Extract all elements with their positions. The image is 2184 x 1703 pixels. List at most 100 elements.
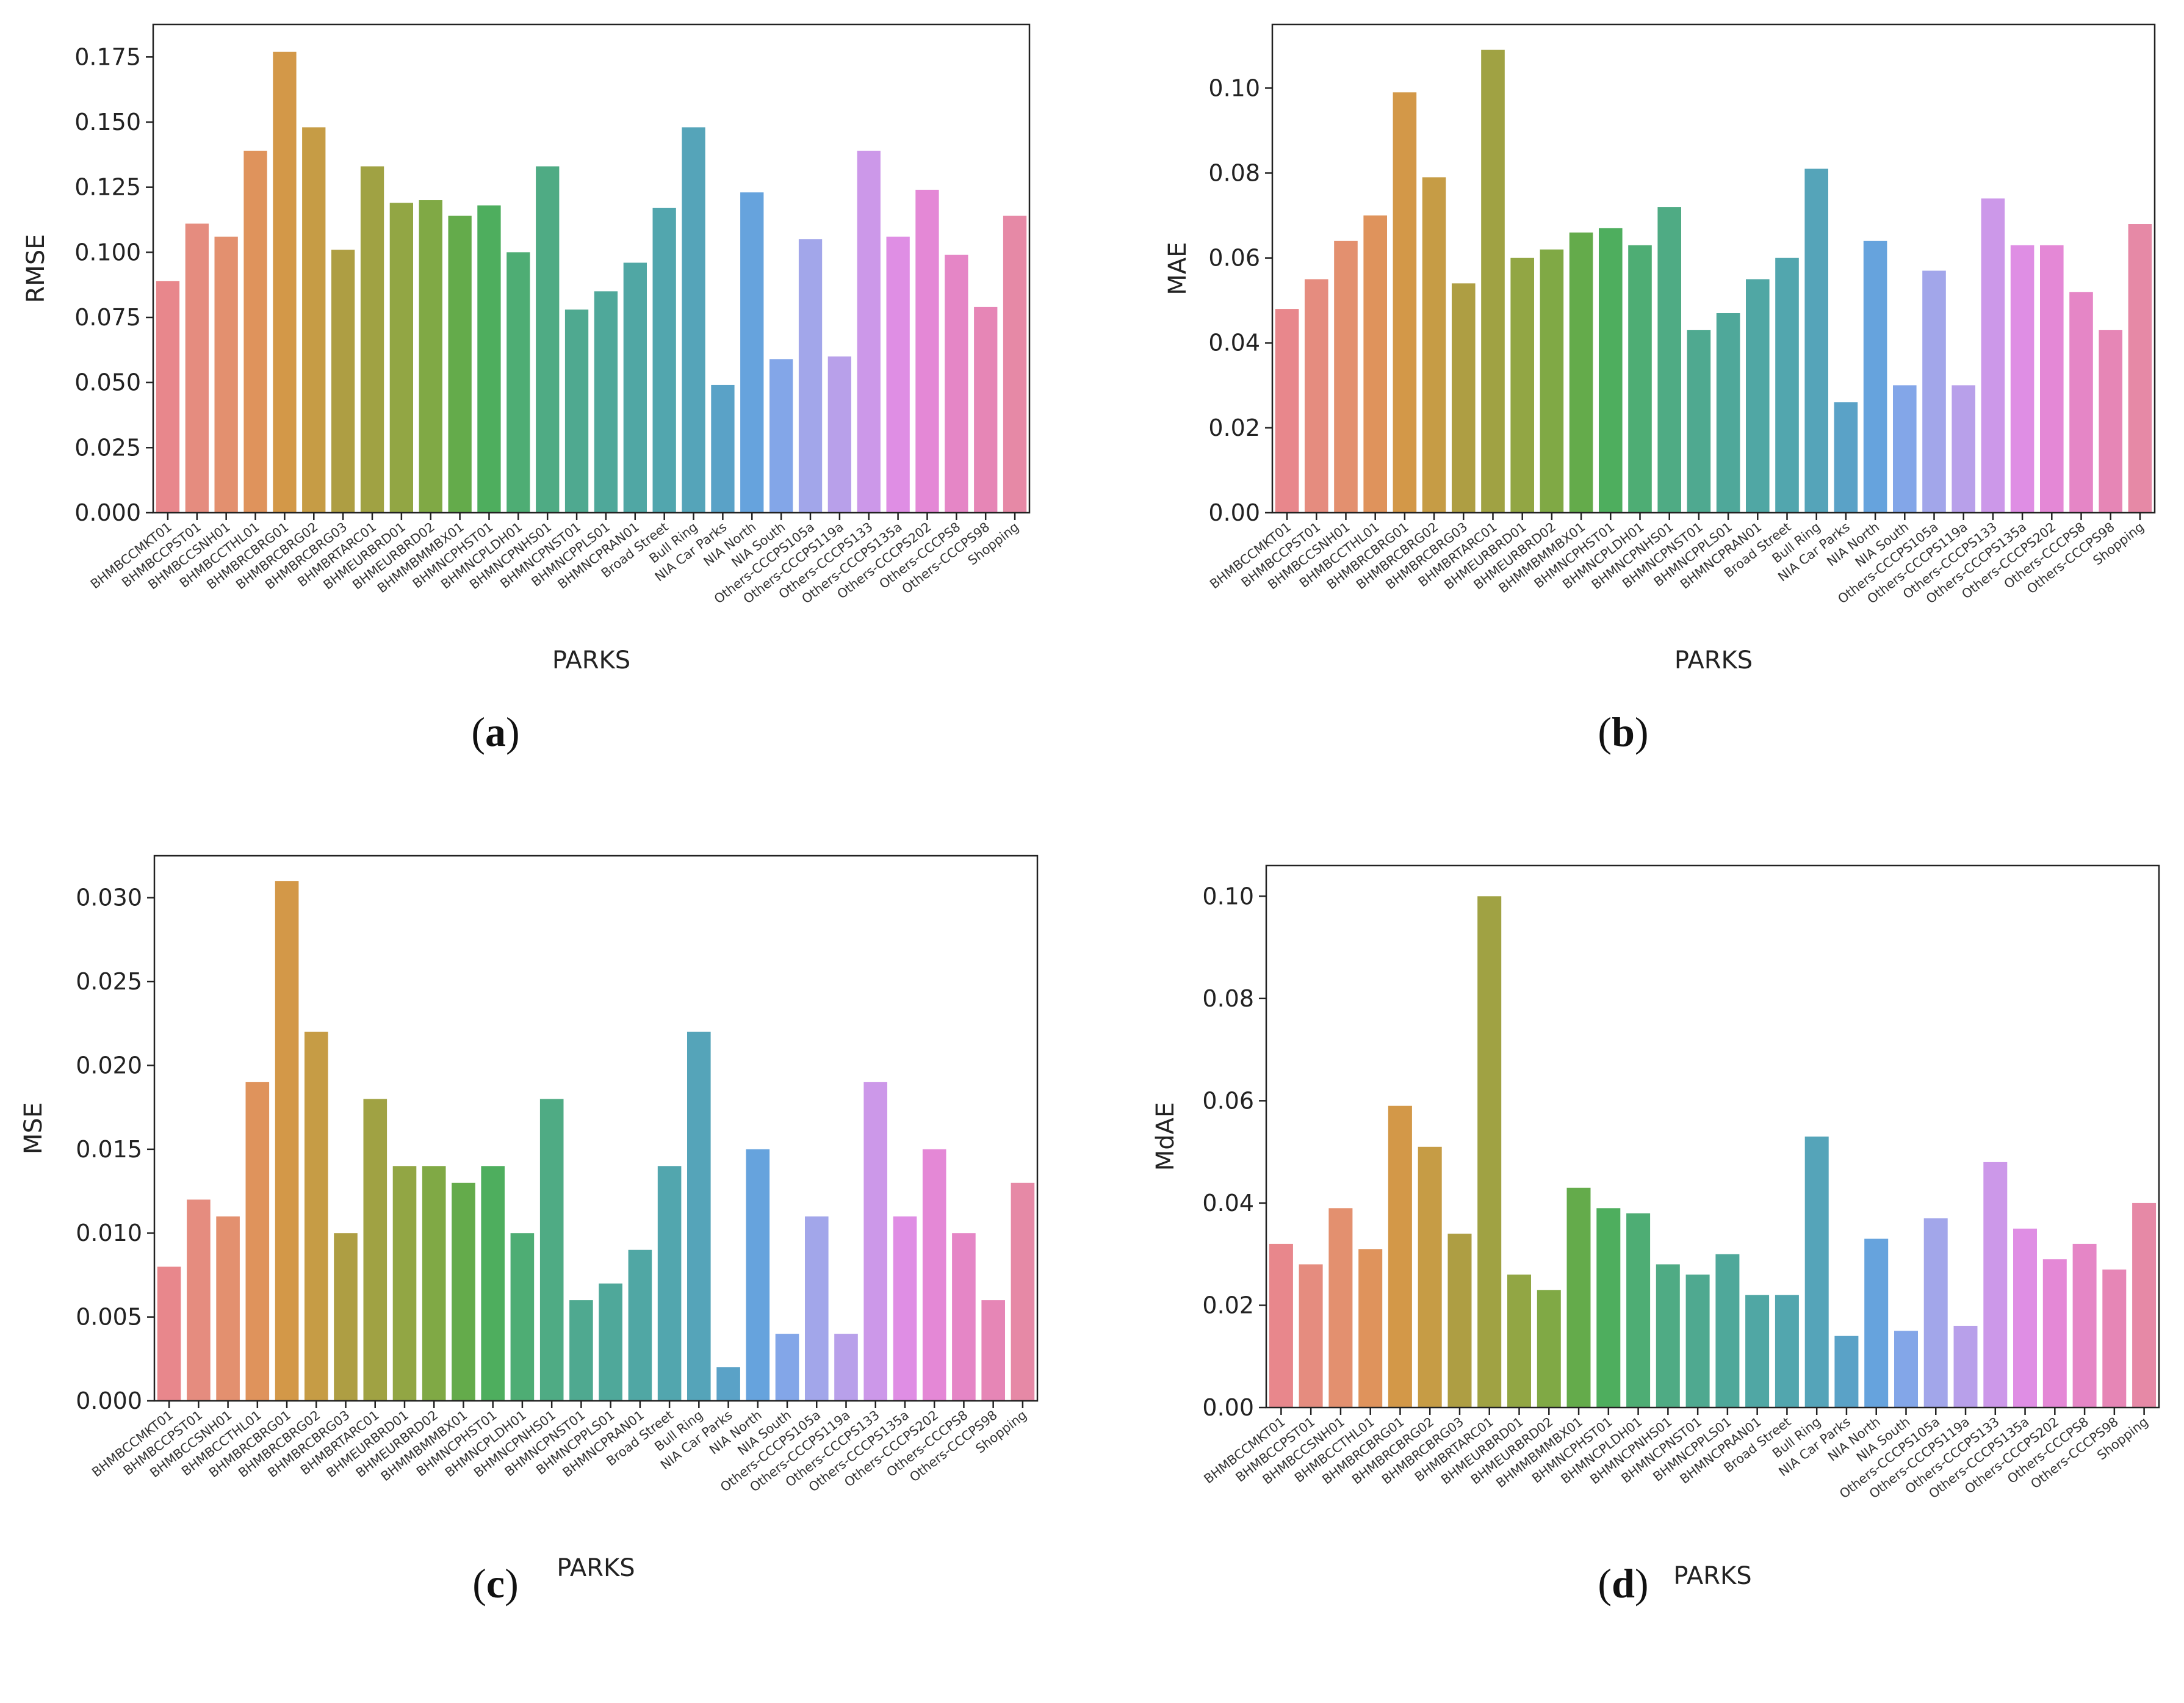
bar-others-cccps8 — [945, 255, 968, 513]
x-axis-c: BHMBCCMKT01BHMBCCPST01BHMBCCSNH01BHMBCCT… — [89, 1401, 1029, 1495]
bar-bhmncpnst01 — [1687, 330, 1711, 513]
bar-others-cccps98 — [2099, 330, 2122, 513]
bar-others-cccps98 — [981, 1300, 1005, 1401]
bar-bull-ring — [1804, 168, 1828, 513]
y-tick-label: 0.030 — [76, 884, 142, 911]
bar-bhmbrcbrg03 — [331, 250, 355, 513]
y-tick-label: 0.00 — [1208, 499, 1260, 526]
chart-svg-c: 0.000 0.005 0.010 0.015 0.020 0.025 0.030 BHMBC… — [20, 855, 1039, 1582]
bar-bhmncppls01 — [599, 1283, 622, 1401]
bar-bhmbccmkt01 — [1269, 1243, 1293, 1408]
bar-bhmmbmmbx01 — [452, 1182, 475, 1401]
y-tick-label: 0.000 — [74, 499, 141, 526]
y-axis-a: 0.000 0.025 0.050 0.075 0.100 0.125 0.150 0.175 — [74, 43, 153, 526]
y-tick-label: 0.00 — [1202, 1394, 1254, 1421]
bar-others-cccps105a — [1923, 1218, 1948, 1408]
bar-bhmbrcbrg01 — [1388, 1105, 1412, 1408]
bar-others-cccps8 — [2069, 292, 2093, 513]
y-tick-label: 0.025 — [76, 968, 142, 995]
bar-bhmeurbrd01 — [392, 1166, 417, 1401]
bar-bhmbrcbrg03 — [334, 1233, 358, 1401]
bars-c — [157, 881, 1035, 1401]
bar-bhmncpnst01 — [564, 309, 589, 513]
bar-bhmeurbrd01 — [1507, 1275, 1531, 1408]
chart-panel-b: 0.00 0.02 0.04 0.06 0.08 0.10 BHMBCCMKT01 BHMBC… — [1092, 0, 2183, 852]
bar-bull-ring — [682, 127, 705, 513]
bar-bhmncpnhs01 — [539, 1099, 564, 1401]
bar-bhmbrtarc01 — [363, 1099, 387, 1401]
bar-bhmeurbrd01 — [389, 203, 413, 513]
y-tick-label: 0.100 — [74, 239, 141, 266]
bar-others-cccps133 — [857, 150, 881, 513]
bar-bhmeurbrd02 — [1537, 1290, 1561, 1408]
bar-bhmbrcbrg01 — [1393, 92, 1417, 513]
bar-nia-car-parks — [716, 1367, 740, 1401]
bar-broad-street — [1775, 258, 1799, 513]
chart-svg-d: 0.00 0.02 0.04 0.06 0.08 0.10 BHMBCCMKT01BHMBC… — [1151, 864, 2160, 1590]
bar-bhmncpnhs01 — [1657, 207, 1681, 513]
bar-bhmbccthl01 — [1363, 215, 1387, 513]
y-tick-label: 0.06 — [1202, 1087, 1254, 1114]
y-axis-title: MAE — [1164, 242, 1192, 295]
bar-bhmbccsnh01 — [214, 236, 238, 513]
caption-b: (b) — [1598, 709, 1649, 755]
bar-broad-street — [1775, 1295, 1799, 1408]
y-axis-title: MSE — [20, 1102, 48, 1154]
plot-frame-b — [1271, 23, 2156, 514]
bar-bhmncppls01 — [594, 291, 618, 513]
chart-panel-d: 0.00 0.02 0.04 0.06 0.08 0.10 BHMBCCMKT01 BHMBC… — [1092, 852, 2183, 1703]
bar-others-cccps119a — [827, 356, 851, 513]
bar-bhmncpnst01 — [569, 1300, 593, 1401]
bar-broad-street — [652, 208, 676, 513]
bar-bhmncphst01 — [477, 205, 501, 513]
bar-broad-street — [657, 1166, 682, 1401]
bar-nia-south — [1893, 385, 1917, 513]
bar-nia-north — [1863, 240, 1887, 513]
bar-bhmbrcbrg01 — [275, 881, 299, 1401]
bar-nia-car-parks — [1834, 1336, 1859, 1408]
bar-others-cccps202 — [922, 1149, 946, 1401]
bars-b — [1275, 49, 2152, 513]
bar-bhmncpldh01 — [1626, 1213, 1651, 1408]
bar-bhmncphst01 — [481, 1166, 505, 1401]
caption-c: (c) — [472, 1560, 519, 1607]
bar-others-cccps98 — [974, 306, 998, 513]
y-tick-label: 0.005 — [76, 1304, 142, 1331]
chart-panel-c: 0.000 0.005 0.010 0.015 0.020 0.025 0.030 BHMBC… — [0, 852, 1092, 1703]
bar-bhmbccthl01 — [243, 150, 267, 513]
bar-shopping — [1003, 215, 1027, 513]
bar-others-cccps105a — [798, 239, 823, 513]
bars-a — [156, 51, 1027, 513]
bar-bhmbccpst01 — [1299, 1264, 1323, 1408]
x-axis-title: PARKS — [1674, 646, 1753, 674]
bar-bhmbrtarc01 — [1481, 49, 1505, 513]
bar-bhmncpldh01 — [510, 1233, 535, 1401]
y-axis-c: 0.000 0.005 0.010 0.015 0.020 0.025 0.030 — [76, 884, 154, 1414]
bar-others-cccps202 — [915, 189, 939, 513]
bar-others-cccps133 — [1983, 1162, 2008, 1408]
bar-bhmbrcbrg02 — [1422, 177, 1446, 513]
bar-others-cccps8 — [2072, 1243, 2097, 1408]
caption-d: (d) — [1598, 1560, 1649, 1607]
bar-bhmncpran01 — [1746, 279, 1770, 513]
bar-bhmeurbrd02 — [1540, 249, 1564, 513]
bar-bhmbccmkt01 — [157, 1267, 181, 1401]
bar-bhmbrcbrg02 — [1418, 1146, 1442, 1408]
bar-others-cccps133 — [863, 1082, 887, 1401]
y-tick-label: 0.150 — [74, 109, 141, 136]
bar-others-cccps119a — [1952, 385, 1975, 513]
y-tick-label: 0.015 — [76, 1136, 142, 1163]
bar-others-cccps119a — [834, 1334, 858, 1401]
bars-d — [1269, 896, 2157, 1408]
bar-bhmncpnhs01 — [536, 166, 560, 513]
y-tick-label: 0.02 — [1202, 1292, 1254, 1318]
bar-bhmbrcbrg02 — [305, 1032, 328, 1401]
bar-others-cccps135a — [893, 1216, 917, 1401]
bar-nia-north — [1864, 1238, 1889, 1408]
x-axis-title: PARKS — [1673, 1562, 1751, 1590]
y-tick-label: 0.025 — [74, 434, 141, 461]
y-tick-label: 0.04 — [1208, 330, 1260, 356]
bar-others-cccps202 — [2042, 1259, 2067, 1408]
bar-nia-north — [740, 192, 764, 513]
bar-bhmbccmkt01 — [1275, 309, 1299, 513]
